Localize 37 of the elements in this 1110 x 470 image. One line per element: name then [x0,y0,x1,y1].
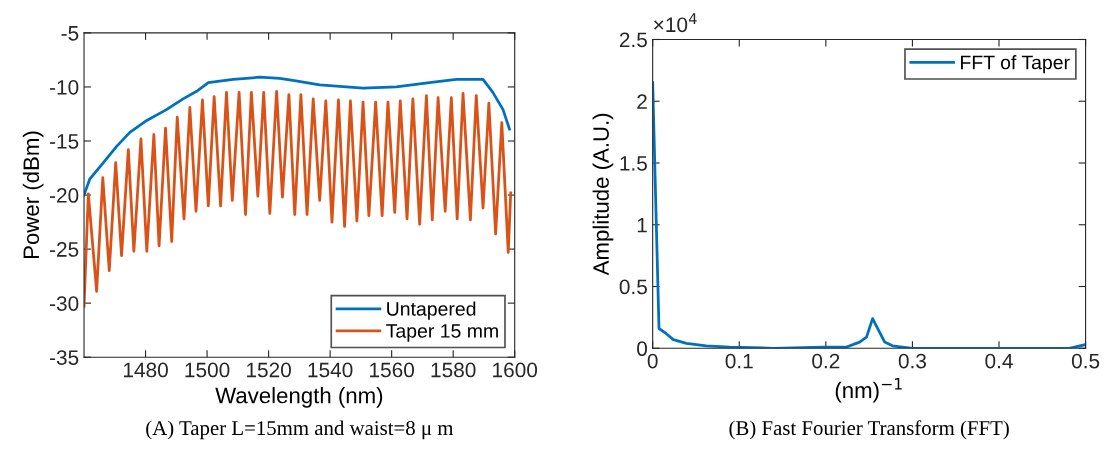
line-series [84,75,511,197]
legend-label: FFT of Taper [961,55,1070,74]
y-tick-label: 2 [637,94,647,109]
y-tick-label: 2.5 [619,32,647,48]
y-tick-label: -35 [49,350,79,365]
text: ×10$^{4}$ [654,13,697,33]
x-tick-label: 0 [647,353,658,369]
y-tick-label: -25 [49,242,79,257]
y-tick-label: -20 [49,188,79,203]
x-axis-title: (nm)$^{−1}$ [835,378,902,403]
text: (A) Taper L=15mm and waist=8 μ m [146,420,454,440]
y-tick-label: -30 [49,296,79,311]
y-tick-label: 1.5 [620,156,647,171]
x-tick-label: 1540 [308,362,353,378]
x-tick-label: 0.2 [812,353,840,369]
y-axis-title: Power (dBm) [22,131,44,259]
y-tick-label: -15 [49,134,79,149]
y-tick-label: 0.5 [619,279,647,295]
x-tick-label: 0.4 [985,353,1013,369]
legend-label: Untapered [387,301,476,320]
x-tick-label: 1580 [431,362,476,378]
text: (B) Fast Fourier Transform (FFT) [729,420,1009,440]
y-tick-label: 0 [637,341,648,357]
y-tick-label: -5 [61,26,79,41]
x-tick-label: 1520 [247,362,291,378]
y-tick-label: -10 [49,79,79,95]
x-tick-label: 0.5 [1071,353,1100,369]
y-tick-label: 1 [637,217,647,233]
legend-label: Taper 15 mm [386,324,498,342]
x-tick-label: 0.3 [898,353,926,369]
x-tick-label: 1500 [185,362,230,378]
x-tick-label: 1560 [370,362,415,378]
x-tick-label: 1480 [123,362,168,378]
y-axis-title: Amplitude (A.U.) [592,113,614,276]
x-axis-title: Wavelength (nm) [215,387,383,408]
x-tick-label: 1600 [493,362,538,378]
x-tick-label: 0.1 [725,353,753,369]
